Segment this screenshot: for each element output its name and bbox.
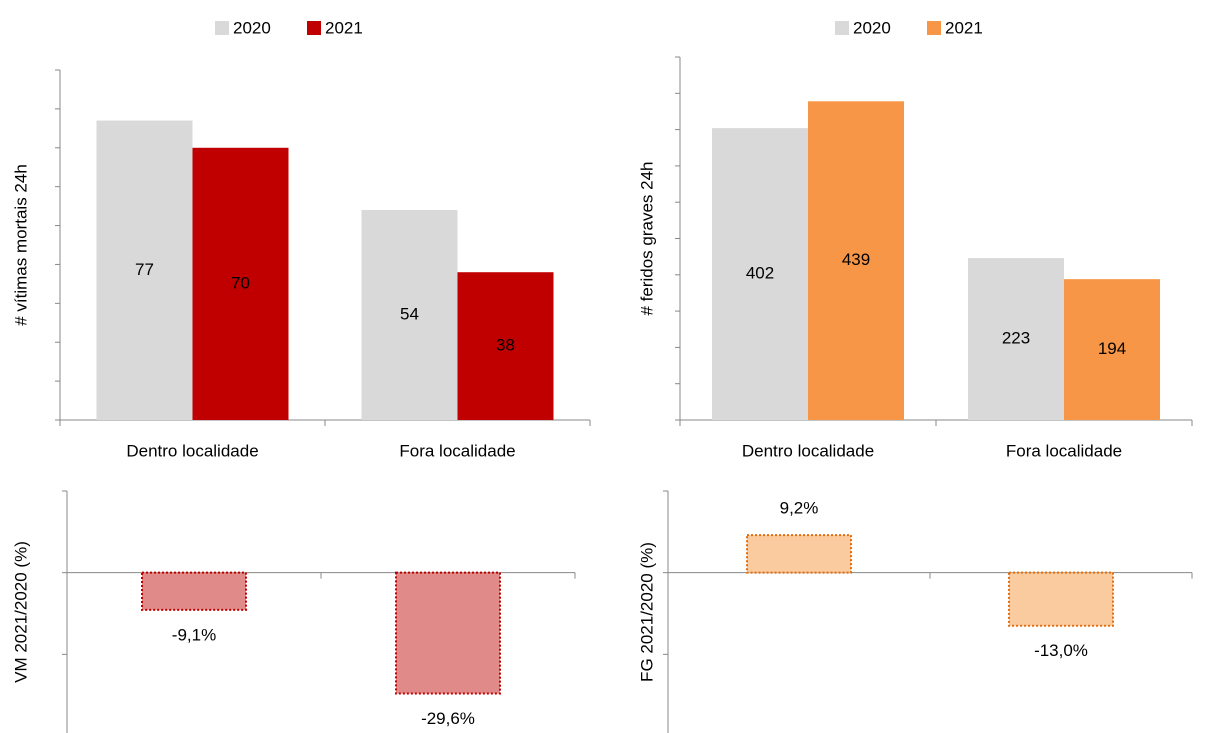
bar	[395, 571, 501, 695]
x-tick-label: Dentro localidade	[742, 441, 874, 460]
data-label: 38	[496, 336, 515, 355]
bar	[1064, 279, 1160, 420]
legend-label: 2020	[853, 18, 891, 37]
bar	[192, 147, 289, 420]
legend-swatch	[927, 21, 941, 35]
data-label: 70	[231, 273, 250, 292]
data-label: -9,1%	[172, 625, 216, 644]
data-label: 9,2%	[780, 499, 819, 518]
bar	[361, 210, 458, 420]
legend-swatch	[307, 21, 321, 35]
data-label: 402	[746, 264, 774, 283]
legend-swatch	[215, 21, 229, 35]
y-axis-label: VM 2021/2020 (%)	[11, 541, 30, 683]
data-label: 194	[1098, 339, 1126, 358]
bar	[457, 272, 554, 420]
data-label: 223	[1002, 329, 1030, 348]
bar	[808, 101, 904, 420]
data-label: -13,0%	[1034, 641, 1088, 660]
data-label: 54	[400, 304, 419, 323]
bar	[746, 534, 852, 574]
data-label: 439	[842, 250, 870, 269]
legend-swatch	[835, 21, 849, 35]
legend-label: 2021	[945, 18, 983, 37]
data-label: 77	[135, 260, 154, 279]
data-label: -29,6%	[421, 709, 475, 728]
y-axis-label: FG 2021/2020 (%)	[637, 542, 656, 682]
legend-label: 2020	[233, 18, 271, 37]
bar	[968, 258, 1064, 420]
bar	[141, 571, 247, 611]
bar	[712, 128, 808, 420]
x-tick-label: Dentro localidade	[126, 441, 258, 460]
y-axis-label: # vítimas mortais 24h	[11, 164, 30, 326]
bar	[96, 120, 193, 421]
y-axis-label: # feridos graves 24h	[637, 161, 656, 315]
bar	[1008, 571, 1114, 627]
legend-label: 2021	[325, 18, 363, 37]
x-tick-label: Fora localidade	[399, 441, 515, 460]
x-tick-label: Fora localidade	[1006, 441, 1122, 460]
